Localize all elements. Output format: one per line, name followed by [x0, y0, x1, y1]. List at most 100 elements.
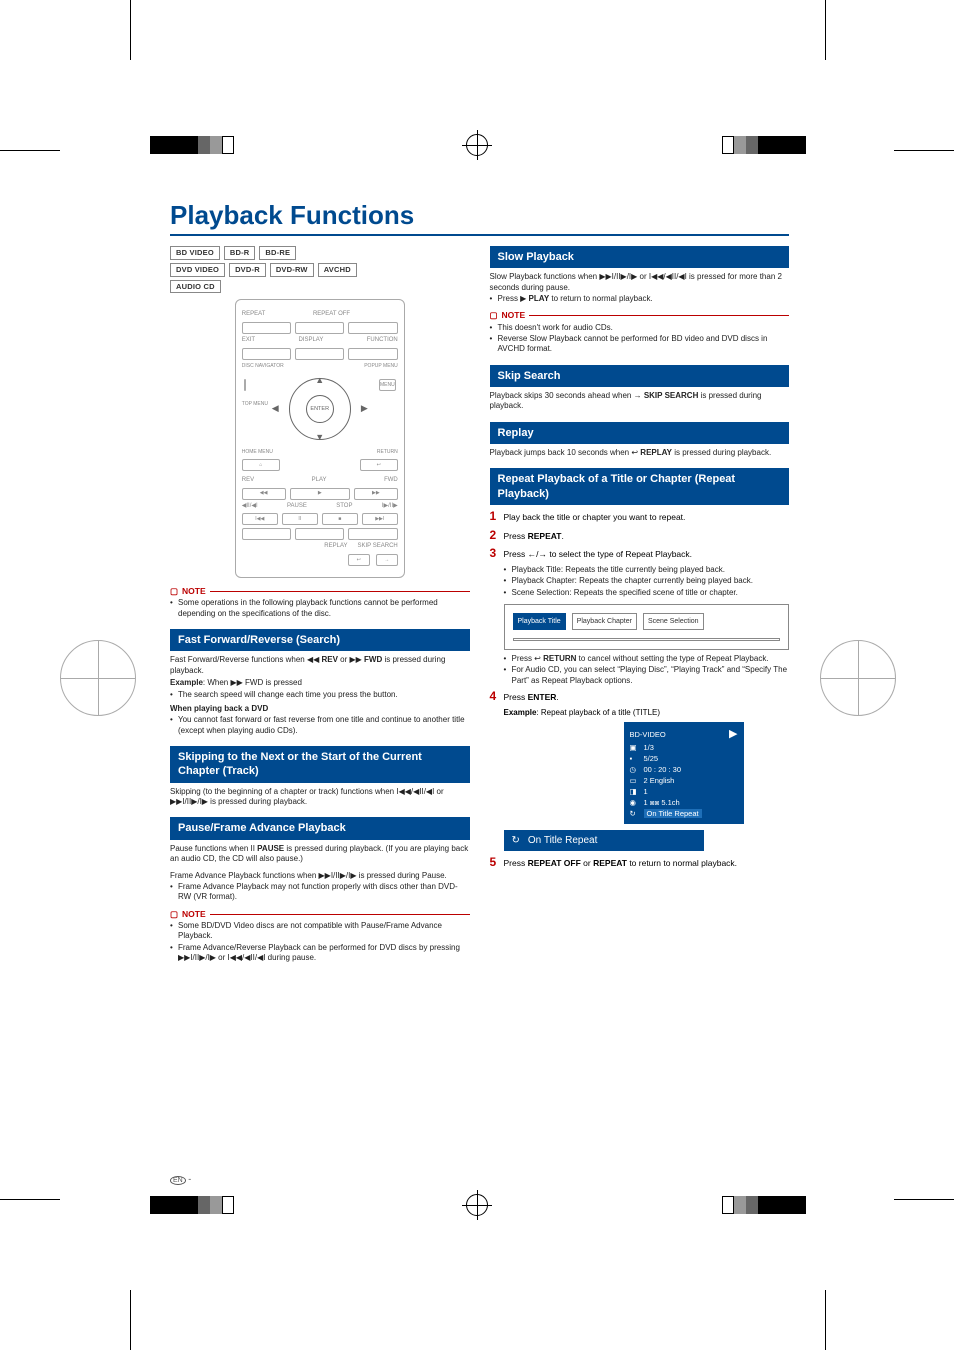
- replay-icon: ↩: [348, 554, 370, 566]
- skip-search-icon: →: [634, 391, 642, 400]
- bullet: Playback Title: Repeats the title curren…: [504, 565, 790, 575]
- note-heading: ▢ NOTE: [490, 310, 790, 321]
- body-text: Example: When ▶▶ FWD is pressed: [170, 678, 470, 688]
- frame-advance-glyphs: ▶▶I/II▶/I▶: [319, 871, 357, 880]
- osd-bottom-bar: ↻ On Title Repeat: [504, 830, 704, 851]
- repeat-options-box: Playback Title Playback Chapter Scene Se…: [504, 604, 790, 650]
- bullet: Playback Chapter: Repeats the chapter cu…: [504, 576, 790, 586]
- page-title: Playback Functions: [170, 200, 414, 231]
- note-icon: ▢: [170, 909, 178, 920]
- note-label-text: NOTE: [502, 310, 526, 321]
- title-icon: ▣: [630, 743, 640, 753]
- note-label-text: NOTE: [182, 909, 206, 920]
- stop-icon: ■: [322, 513, 358, 525]
- section-fast-forward: Fast Forward/Reverse (Search): [170, 629, 470, 651]
- repeat-option-active: Playback Title: [513, 613, 566, 630]
- body-text: Fast Forward/Reverse functions when ◀◀ R…: [170, 655, 470, 676]
- repeat-option: Scene Selection: [643, 613, 704, 630]
- body-text: Slow Playback functions when ▶▶I/II▶/I▶ …: [490, 272, 790, 293]
- registration-circle-right: [820, 640, 896, 716]
- repeat-option: Playback Chapter: [572, 613, 637, 630]
- note-text: Some operations in the following playbac…: [170, 598, 470, 619]
- badge: DVD VIDEO: [170, 263, 225, 277]
- home-icon: ⌂: [242, 459, 280, 471]
- badge: DVD-R: [229, 263, 266, 277]
- section-slow-playback: Slow Playback: [490, 246, 790, 268]
- badge: AVCHD: [318, 263, 357, 277]
- step-2: 2Press REPEAT.: [490, 528, 790, 544]
- remote-label: REPEAT: [242, 311, 266, 319]
- arrow-lr-icon: ←/→: [528, 549, 547, 559]
- remote-label: SKIP SEARCH: [358, 543, 398, 551]
- arrow-right-icon: ▶: [361, 404, 368, 416]
- slow-glyphs: ▶▶I/II▶/I▶ or I◀◀/◀II/◀I: [599, 272, 686, 281]
- remote-label: REPEAT OFF: [313, 311, 350, 319]
- audio-icon: ◉: [630, 798, 640, 808]
- osd-highlight: On Title Repeat: [644, 809, 702, 819]
- section-repeat: Repeat Playback of a Title or Chapter (R…: [490, 468, 790, 505]
- osd-panel: BD-VIDEO▶ ▣1/3 ▪5/25 ◷00 : 20 : 30 ▭2 En…: [624, 722, 744, 823]
- note-item: Frame Advance/Reverse Playback can be pe…: [170, 943, 470, 964]
- crop-line: [0, 150, 60, 151]
- crop-line: [130, 0, 131, 60]
- remote-label: TOP MENU: [242, 401, 268, 408]
- repeat-icon: ↻: [630, 809, 640, 819]
- fwd-icon: ▶▶: [350, 655, 362, 664]
- registration-bar-top-left: [150, 136, 234, 154]
- step-5: 5Press REPEAT OFF or REPEAT to return to…: [490, 855, 790, 871]
- crop-line: [130, 1290, 131, 1350]
- note-item: Some BD/DVD Video discs are not compatib…: [170, 921, 470, 942]
- badge: BD-RE: [259, 246, 296, 260]
- bullet: You cannot fast forward or fast reverse …: [170, 715, 470, 736]
- remote-dpad: MENU TOP MENU ENTER ▲ ▼ ◀ ▶: [242, 373, 398, 445]
- sub-heading: When playing back a DVD: [170, 704, 470, 714]
- registration-bar-bottom-right: [722, 1196, 806, 1214]
- arrow-down-icon: ▼: [315, 432, 324, 444]
- skip-prev-icon: I◀◀: [242, 513, 278, 525]
- osd-header: BD-VIDEO: [630, 730, 666, 740]
- body-text: Pause functions when II PAUSE is pressed…: [170, 844, 470, 865]
- badge: BD VIDEO: [170, 246, 220, 260]
- badge: AUDIO CD: [170, 280, 221, 294]
- repeat-icon: ↻: [512, 834, 520, 847]
- remote-label: PAUSE: [287, 503, 307, 511]
- crop-line: [825, 1290, 826, 1350]
- bullet: Frame Advance Playback may not function …: [170, 882, 470, 903]
- remote-label: EXIT: [242, 337, 255, 345]
- bullet: Press ↩ RETURN to cancel without setting…: [504, 654, 790, 664]
- left-column: BD VIDEO BD-R BD-RE DVD VIDEO DVD-R DVD-…: [170, 246, 470, 964]
- body-text: Playback jumps back 10 seconds when ↩ RE…: [490, 448, 790, 458]
- remote-btn: MENU: [379, 379, 396, 391]
- rev-icon: ◀◀: [242, 488, 286, 500]
- registration-circle-left: [60, 640, 136, 716]
- play-icon: ▶: [729, 727, 737, 741]
- body-text: Skipping (to the beginning of a chapter …: [170, 787, 470, 808]
- registration-bar-bottom-left: [150, 1196, 234, 1214]
- remote-label: DISC NAVIGATOR: [242, 363, 284, 370]
- title-rule: [170, 234, 789, 236]
- rev-icon: ◀◀: [307, 655, 319, 664]
- example-line: Example: Repeat playback of a title (TIT…: [504, 708, 790, 718]
- osd-example: BD-VIDEO▶ ▣1/3 ▪5/25 ◷00 : 20 : 30 ▭2 En…: [504, 722, 744, 850]
- crop-line: [894, 150, 954, 151]
- remote-label: STOP: [336, 503, 352, 511]
- note-heading: ▢ NOTE: [170, 586, 470, 597]
- crop-line: [0, 1199, 60, 1200]
- return-icon: ↩: [534, 654, 541, 663]
- arrow-left-icon: ◀: [272, 404, 279, 416]
- crop-line: [894, 1199, 954, 1200]
- remote-label: REPLAY: [324, 543, 347, 551]
- return-icon: ↩: [360, 459, 398, 471]
- section-pause: Pause/Frame Advance Playback: [170, 817, 470, 839]
- remote-label: RETURN: [377, 449, 398, 456]
- body-text: Playback skips 30 seconds ahead when → S…: [490, 391, 790, 412]
- remote-label: FWD: [384, 477, 398, 485]
- step-4: 4Press ENTER.: [490, 689, 790, 705]
- remote-label: DISPLAY: [298, 337, 323, 345]
- remote-illustration: REPEAT REPEAT OFF EXIT DISPLAY FUNCTION …: [235, 299, 405, 578]
- registration-cross-bottom: [462, 1190, 492, 1220]
- fwd-icon: ▶▶: [354, 488, 398, 500]
- note-icon: ▢: [490, 310, 498, 321]
- section-skip-chapter: Skipping to the Next or the Start of the…: [170, 746, 470, 783]
- remote-label: REV: [242, 477, 254, 485]
